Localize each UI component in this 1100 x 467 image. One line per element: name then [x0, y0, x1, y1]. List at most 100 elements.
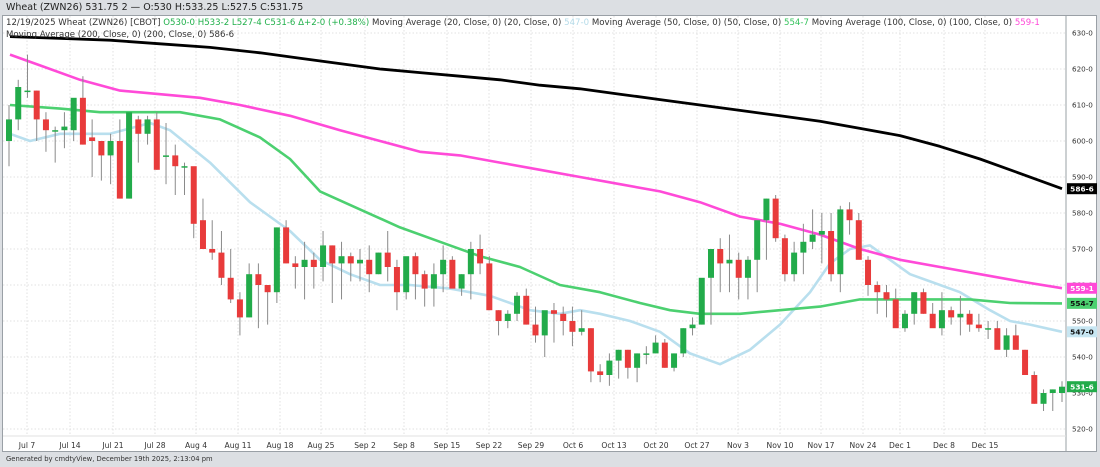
candle[interactable]: [292, 256, 299, 289]
candle[interactable]: [1040, 389, 1047, 411]
candle[interactable]: [985, 321, 992, 339]
candle[interactable]: [865, 256, 872, 296]
candle[interactable]: [320, 231, 327, 282]
candle[interactable]: [467, 241, 474, 300]
candle[interactable]: [855, 213, 862, 260]
candle[interactable]: [403, 256, 410, 300]
candle[interactable]: [837, 205, 844, 293]
candle[interactable]: [172, 144, 179, 195]
chart-frame[interactable]: [2, 15, 1097, 452]
candle[interactable]: [975, 313, 982, 332]
candle[interactable]: [791, 241, 798, 282]
candle[interactable]: [966, 310, 973, 332]
candle[interactable]: [375, 252, 382, 275]
candle[interactable]: [181, 162, 188, 195]
candle[interactable]: [763, 198, 770, 260]
candle[interactable]: [828, 213, 835, 282]
candle[interactable]: [255, 263, 262, 329]
candle[interactable]: [698, 277, 705, 325]
legend-ma100-label[interactable]: Moving Average (100, Close, 0) (100, Clo…: [811, 18, 1013, 28]
candle[interactable]: [116, 119, 123, 199]
candle[interactable]: [153, 112, 160, 170]
candle[interactable]: [514, 292, 521, 321]
candle[interactable]: [781, 234, 788, 282]
candle[interactable]: [643, 346, 650, 365]
candle[interactable]: [874, 281, 881, 314]
candle[interactable]: [329, 245, 336, 303]
candle[interactable]: [754, 220, 761, 293]
candle[interactable]: [135, 115, 142, 163]
candle[interactable]: [264, 285, 271, 325]
candle[interactable]: [708, 249, 714, 325]
candle[interactable]: [634, 353, 641, 383]
candle[interactable]: [606, 353, 613, 386]
candle[interactable]: [42, 112, 49, 152]
candle[interactable]: [79, 76, 86, 145]
candle[interactable]: [430, 263, 437, 307]
candle[interactable]: [393, 259, 400, 311]
candle[interactable]: [846, 202, 853, 235]
candle[interactable]: [218, 231, 225, 285]
candle[interactable]: [347, 252, 354, 282]
candle[interactable]: [523, 288, 530, 325]
candle[interactable]: [569, 306, 576, 347]
candle[interactable]: [689, 317, 696, 336]
candle[interactable]: [624, 349, 631, 379]
candle[interactable]: [227, 249, 234, 303]
candle[interactable]: [61, 112, 68, 149]
candle[interactable]: [126, 112, 133, 199]
candle[interactable]: [486, 256, 493, 311]
candle[interactable]: [652, 335, 659, 354]
candle[interactable]: [107, 133, 114, 185]
candle[interactable]: [33, 90, 40, 141]
candle[interactable]: [1022, 349, 1029, 375]
candle[interactable]: [1049, 389, 1056, 411]
candle[interactable]: [421, 270, 428, 307]
candle[interactable]: [800, 223, 807, 275]
candle[interactable]: [883, 285, 890, 318]
candle[interactable]: [578, 310, 585, 336]
candle[interactable]: [671, 353, 678, 372]
candle[interactable]: [144, 115, 151, 145]
candle[interactable]: [1059, 381, 1065, 402]
candle[interactable]: [301, 241, 308, 300]
candle[interactable]: [310, 252, 317, 289]
candle[interactable]: [458, 274, 465, 296]
candle[interactable]: [615, 349, 622, 379]
price-axis[interactable]: 630-0620-0610-0600-0590-0580-0570-0560-0…: [1072, 29, 1093, 434]
candle[interactable]: [190, 166, 197, 239]
candle[interactable]: [726, 234, 733, 293]
candle[interactable]: [98, 141, 105, 181]
candle[interactable]: [273, 227, 280, 303]
time-axis[interactable]: Jul 7 Jul 14 Jul 21 Jul 28 Aug 4 Aug 11 Aug 18…: [18, 441, 999, 450]
candle[interactable]: [818, 213, 825, 264]
candle[interactable]: [338, 241, 345, 300]
candle[interactable]: [357, 249, 363, 282]
candle[interactable]: [938, 292, 945, 336]
legend-ma200-label[interactable]: Moving Average (200, Close, 0) (200, Clo…: [6, 30, 207, 40]
candle[interactable]: [541, 310, 548, 357]
candle[interactable]: [236, 292, 243, 336]
candle[interactable]: [744, 256, 751, 300]
candle[interactable]: [929, 303, 936, 329]
candle[interactable]: [735, 252, 742, 300]
candle[interactable]: [901, 310, 908, 332]
candle[interactable]: [440, 245, 447, 293]
candle[interactable]: [449, 256, 456, 289]
candle[interactable]: [920, 288, 927, 314]
candle[interactable]: [163, 123, 170, 185]
candle[interactable]: [366, 245, 373, 293]
candle[interactable]: [948, 306, 955, 325]
legend-ma20-label[interactable]: Moving Average (20, Close, 0) (20, Close…: [371, 18, 562, 28]
candle[interactable]: [680, 328, 687, 357]
candle[interactable]: [1012, 324, 1019, 350]
candle[interactable]: [957, 295, 964, 336]
candle[interactable]: [504, 310, 511, 329]
candle[interactable]: [24, 54, 31, 98]
candle[interactable]: [384, 231, 391, 282]
candle[interactable]: [70, 97, 77, 141]
candle[interactable]: [1003, 328, 1010, 357]
candle[interactable]: [495, 310, 502, 336]
candle[interactable]: [597, 364, 604, 383]
